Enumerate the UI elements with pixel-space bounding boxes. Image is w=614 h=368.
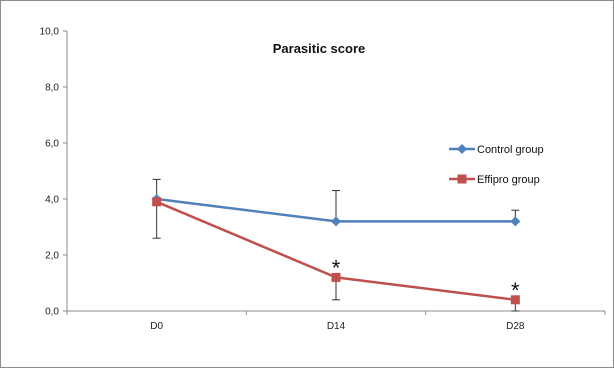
y-tick-label: 8,0 (45, 83, 59, 94)
legend-label-2: Effipro group (477, 174, 540, 186)
legend-label-1: Control group (477, 144, 544, 156)
legend-marker-square (457, 174, 467, 184)
y-tick-label: 6,0 (45, 139, 59, 150)
data-point-diamond (331, 216, 341, 227)
data-point-square (152, 197, 162, 207)
y-tick-label: 2,0 (45, 251, 59, 262)
x-tick-label: D28 (506, 321, 525, 332)
x-tick-label: D0 (150, 321, 163, 332)
y-tick-label: 4,0 (45, 195, 59, 206)
y-tick-label: 0,0 (45, 307, 59, 318)
y-tick-label: 10,0 (40, 27, 60, 38)
data-point-diamond (510, 216, 521, 227)
chart-title: Parasitic score (273, 41, 366, 56)
data-point-square (331, 272, 341, 282)
x-tick-label: D14 (327, 321, 346, 332)
data-point-square (510, 295, 520, 305)
legend-marker-diamond (457, 144, 467, 154)
significance-asterisk: * (511, 278, 520, 303)
legend: Control group Effipro group (449, 144, 544, 186)
significance-asterisk: * (332, 255, 341, 280)
